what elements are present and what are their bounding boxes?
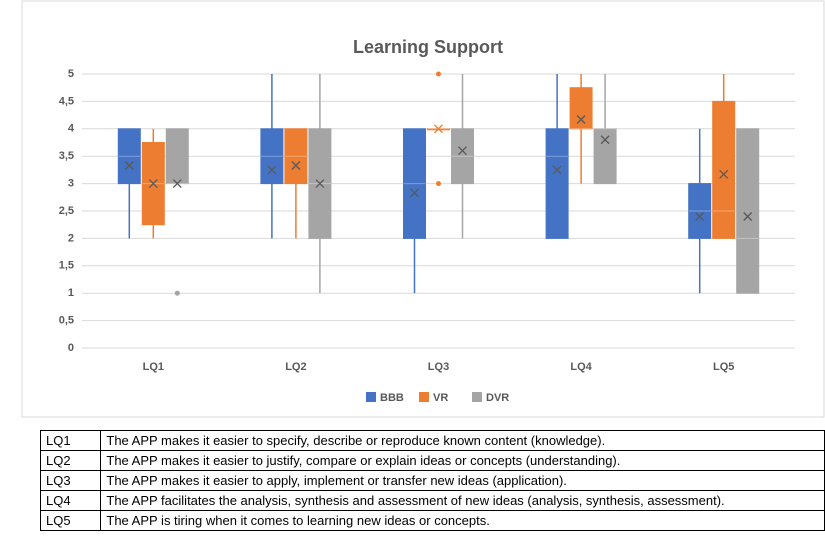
box bbox=[736, 128, 760, 294]
mean-marker bbox=[458, 146, 467, 156]
mean-marker bbox=[291, 161, 301, 170]
table-row: LQ4 The APP facilitates the analysis, syn… bbox=[39, 490, 825, 511]
mean-marker bbox=[315, 179, 325, 189]
table-row: LQ1 The APP makes it easier to specify, d… bbox=[39, 430, 825, 451]
mean-marker bbox=[434, 124, 443, 134]
y-tick-label: 1 bbox=[68, 287, 74, 299]
box bbox=[569, 87, 593, 130]
x-tick-label: LQ3 bbox=[428, 361, 449, 373]
box bbox=[403, 128, 426, 239]
outlier bbox=[436, 71, 441, 77]
legend-swatch bbox=[366, 392, 376, 402]
y-tick-label: 1,5 bbox=[59, 260, 74, 272]
code: LQ4 bbox=[39, 490, 102, 511]
x-tick-label: LQ1 bbox=[143, 361, 164, 373]
y-tick-label: 2 bbox=[68, 232, 74, 244]
y-tick-label: 2,5 bbox=[59, 205, 74, 217]
box bbox=[117, 128, 141, 185]
code: LQ1 bbox=[39, 430, 102, 451]
box bbox=[545, 128, 569, 239]
mean-marker bbox=[743, 212, 753, 221]
mean-marker bbox=[124, 161, 134, 170]
legend-label: VR bbox=[433, 392, 448, 404]
mean-marker bbox=[719, 169, 729, 179]
box bbox=[451, 128, 474, 185]
legend-swatch bbox=[419, 392, 429, 402]
box bbox=[593, 128, 617, 185]
x-tick-label: LQ4 bbox=[570, 361, 592, 373]
description: The APP makes it easier to apply, implem… bbox=[100, 470, 825, 491]
box bbox=[165, 128, 189, 185]
outlier bbox=[436, 181, 441, 187]
mean-marker bbox=[576, 115, 586, 124]
y-tick-label: 0 bbox=[68, 342, 74, 354]
x-tick-label: LQ5 bbox=[713, 361, 734, 373]
code: LQ2 bbox=[39, 450, 102, 471]
box bbox=[284, 128, 308, 185]
mean-marker bbox=[172, 179, 182, 189]
y-tick-label: 5 bbox=[68, 68, 74, 80]
box bbox=[688, 183, 712, 239]
table-row: LQ5 The APP is tiring when it comes to le… bbox=[39, 510, 825, 531]
chart-title: Learning Support bbox=[353, 37, 503, 57]
table-row: LQ2 The APP makes it easier to justify, c… bbox=[39, 450, 825, 471]
y-tick-label: 4 bbox=[68, 123, 75, 135]
outlier bbox=[174, 290, 180, 296]
legend-label: BBB bbox=[380, 392, 404, 404]
y-tick-label: 0,5 bbox=[59, 315, 74, 327]
mean-marker bbox=[148, 179, 158, 189]
description: The APP makes it easier to justify, comp… bbox=[100, 450, 825, 471]
y-tick-label: 4,5 bbox=[59, 95, 74, 107]
mean-marker bbox=[410, 188, 419, 198]
legend-table: LQ1 The APP makes it easier to specify, d… bbox=[39, 430, 825, 531]
y-tick-label: 3 bbox=[68, 178, 74, 190]
chart: Learning Support 0 0,5 1 1,5 2 2,5 3 3,5 4 4,5 5 LQ… bbox=[21, 0, 825, 418]
code: LQ3 bbox=[39, 470, 102, 491]
description: The APP makes it easier to specify, desc… bbox=[100, 430, 825, 451]
table-row: LQ3 The APP makes it easier to apply, imp… bbox=[39, 470, 825, 491]
description: The APP facilitates the analysis, synthe… bbox=[100, 490, 825, 511]
description: The APP is tiring when it comes to learn… bbox=[100, 510, 825, 531]
legend-label: DVR bbox=[486, 392, 509, 404]
code: LQ5 bbox=[39, 510, 102, 531]
mean-marker bbox=[695, 212, 705, 221]
box bbox=[260, 128, 284, 185]
box bbox=[712, 100, 736, 239]
mean-marker bbox=[600, 135, 610, 145]
mean-marker bbox=[267, 165, 277, 175]
mean-marker bbox=[552, 165, 562, 175]
y-tick-label: 3,5 bbox=[59, 150, 74, 162]
legend-swatch bbox=[472, 392, 482, 402]
x-tick-label: LQ2 bbox=[285, 361, 306, 373]
